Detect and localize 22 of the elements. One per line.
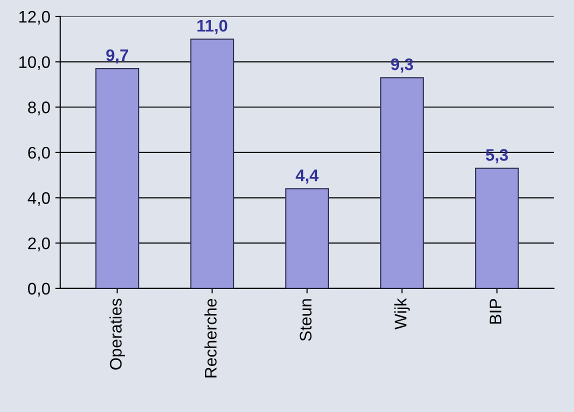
data-label: 9,7 — [106, 49, 128, 64]
x-tick-label: Operaties — [109, 298, 125, 370]
bar — [380, 77, 424, 288]
y-tick-label: 0,0 — [28, 282, 50, 297]
data-label: 9,3 — [391, 58, 414, 73]
y-tick-label: 12,0 — [19, 10, 50, 25]
x-tick-label: Steun — [300, 299, 312, 341]
y-tick-label: 10,0 — [19, 56, 50, 70]
y-tick-label: 8,0 — [28, 102, 50, 116]
x-tick-label: BIP — [490, 299, 502, 324]
bar — [285, 188, 330, 288]
y-tick-label: 2,0 — [28, 237, 50, 252]
x-tick-label: Wijk — [394, 298, 410, 330]
data-label: 11,0 — [197, 20, 228, 34]
bar — [190, 38, 234, 288]
data-label: 5,3 — [486, 149, 508, 164]
x-tick-label: Recherche — [204, 298, 217, 378]
bar — [475, 168, 519, 288]
y-tick-label: 6,0 — [28, 146, 50, 161]
y-tick-label: 4,0 — [28, 192, 50, 206]
bar — [95, 68, 140, 288]
data-label: 4,4 — [296, 170, 319, 184]
